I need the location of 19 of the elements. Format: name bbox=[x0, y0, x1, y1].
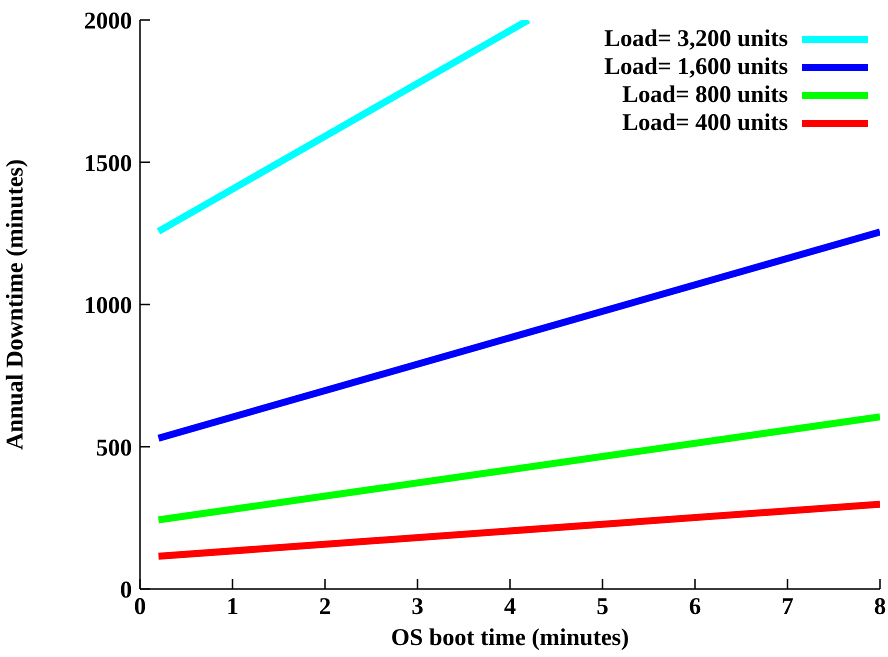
x-tick-label: 8 bbox=[874, 594, 886, 620]
x-tick-label: 1 bbox=[226, 594, 238, 620]
x-tick-label: 4 bbox=[504, 594, 516, 620]
x-tick-label: 2 bbox=[319, 594, 331, 620]
legend-label: Load= 3,200 units bbox=[604, 26, 788, 52]
y-axis-title: Annual Downtime (minutes) bbox=[2, 159, 29, 450]
legend-label: Load= 400 units bbox=[622, 110, 788, 136]
y-tick-label: 1500 bbox=[84, 150, 132, 177]
legend-label: Load= 800 units bbox=[622, 82, 788, 108]
legend-label: Load= 1,600 units bbox=[604, 54, 788, 80]
y-tick-label: 2000 bbox=[84, 8, 132, 35]
y-tick-label: 500 bbox=[96, 435, 132, 462]
x-tick-label: 6 bbox=[689, 594, 701, 620]
x-tick-label: 5 bbox=[596, 594, 608, 620]
y-tick-label: 1000 bbox=[84, 293, 132, 320]
y-tick-label: 0 bbox=[120, 578, 132, 604]
x-axis-title: OS boot time (minutes) bbox=[391, 625, 629, 651]
x-tick-label: 7 bbox=[782, 594, 794, 620]
x-tick-label: 3 bbox=[412, 594, 424, 620]
